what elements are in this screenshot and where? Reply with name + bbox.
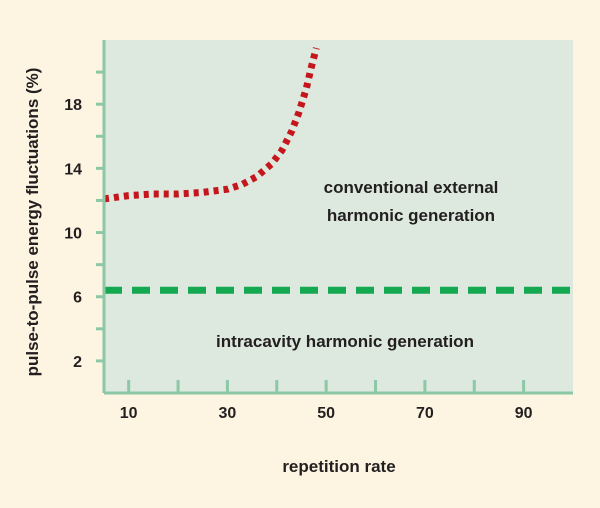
y-axis-label: pulse-to-pulse energy fluctuations (%) <box>23 68 42 377</box>
series-line-conventional <box>103 47 320 203</box>
axis-layer <box>96 40 573 395</box>
annotation-layer: conventional external harmonic generation… <box>216 178 498 351</box>
y-tick-label: 2 <box>73 354 82 371</box>
annotation-conventional: harmonic generation <box>327 206 495 225</box>
y-tick-label: 10 <box>64 226 82 243</box>
series-layer <box>103 47 573 294</box>
annotation-conventional: conventional external <box>324 178 499 197</box>
y-tick-label: 6 <box>73 290 82 307</box>
x-tick-label: 70 <box>416 405 434 422</box>
x-tick-label: 10 <box>120 405 138 422</box>
x-tick-label: 50 <box>317 405 335 422</box>
plot-area <box>104 40 573 393</box>
annotation-intracavity: intracavity harmonic generation <box>216 332 474 351</box>
tick-label-layer: 2 6 10 14 18 10 30 50 70 90 <box>64 97 532 422</box>
x-tick-label: 90 <box>515 405 533 422</box>
y-tick-label: 18 <box>64 97 82 114</box>
y-tick-label: 14 <box>64 161 82 178</box>
x-tick-label: 30 <box>219 405 237 422</box>
x-axis-label: repetition rate <box>282 457 395 476</box>
